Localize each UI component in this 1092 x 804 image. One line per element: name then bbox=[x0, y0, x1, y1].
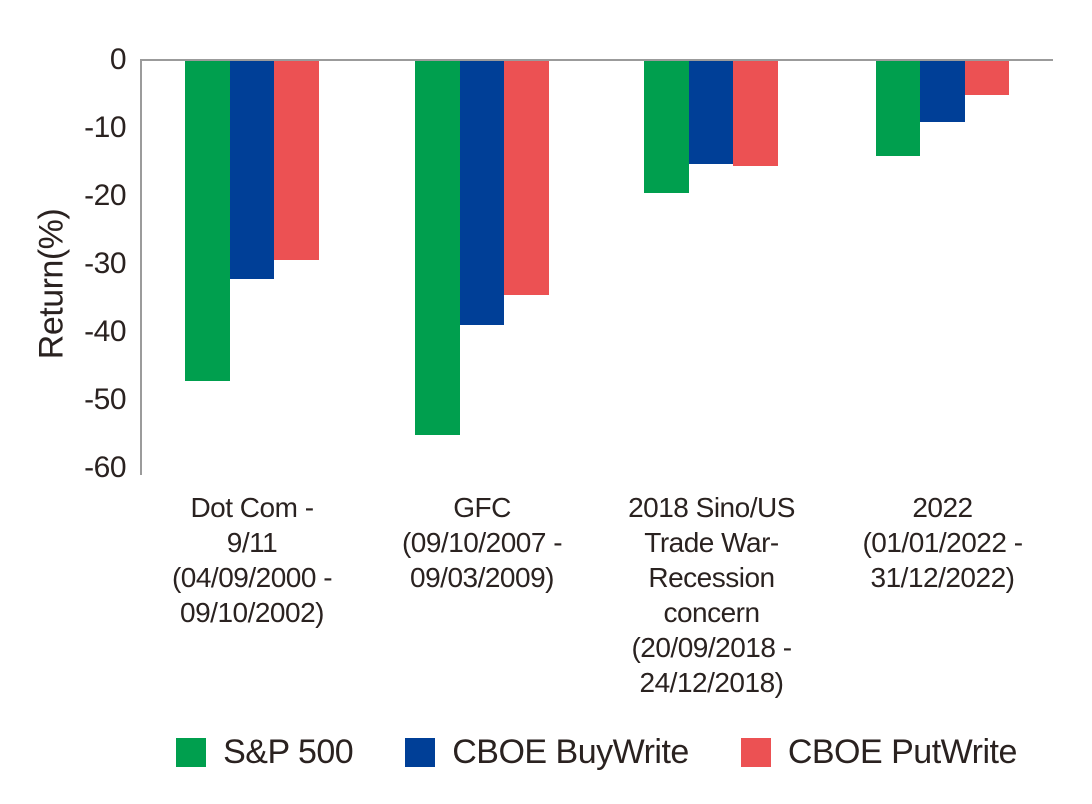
bar-cboe-buywrite-group4 bbox=[920, 61, 965, 122]
legend-label-s-p-500: S&P 500 bbox=[223, 733, 354, 771]
legend: S&P 500 CBOE BuyWrite CBOE PutWrite bbox=[140, 733, 1053, 772]
legend-item-cboe-buywrite: CBOE BuyWrite bbox=[405, 733, 689, 772]
bar-s-p-500-group2 bbox=[415, 61, 460, 435]
bar-cboe-putwrite-group2 bbox=[504, 61, 549, 295]
legend-swatch-s-p-500 bbox=[176, 738, 207, 767]
legend-item-s-p-500: S&P 500 bbox=[176, 733, 354, 772]
legend-item-cboe-putwrite: CBOE PutWrite bbox=[740, 733, 1018, 772]
y-tick-label-minus40: -40 bbox=[84, 314, 126, 348]
y-axis-line bbox=[140, 59, 142, 475]
zero-baseline bbox=[140, 59, 1053, 61]
bar-cboe-putwrite-group1 bbox=[274, 61, 319, 261]
legend-swatch-cboe-buywrite bbox=[405, 738, 436, 767]
legend-swatch-cboe-putwrite bbox=[740, 738, 771, 767]
bar-cboe-putwrite-group4 bbox=[964, 61, 1010, 95]
y-tick-label-minus10: -10 bbox=[84, 110, 126, 144]
legend-label-cboe-buywrite: CBOE BuyWrite bbox=[452, 733, 689, 771]
legend-label-cboe-putwrite: CBOE PutWrite bbox=[787, 733, 1018, 771]
y-tick-label-minus50: -50 bbox=[84, 382, 126, 416]
x-category-label-3: 2018 Sino/US Trade War- Recession concer… bbox=[628, 492, 795, 698]
bar-s-p-500-group1 bbox=[185, 61, 230, 381]
y-tick-label-minus20: -20 bbox=[84, 178, 126, 212]
x-category-label-2: GFC (09/10/2007 - 09/03/2009) bbox=[401, 492, 563, 593]
bar-cboe-buywrite-group1 bbox=[229, 61, 275, 279]
bar-cboe-buywrite-group2 bbox=[459, 61, 505, 325]
y-tick-label-0: 0 bbox=[109, 42, 127, 76]
x-category-label-1: Dot Com - 9/11 (04/09/2000 - 09/10/2002) bbox=[171, 492, 333, 628]
bar-s-p-500-group3 bbox=[644, 61, 689, 193]
x-category-label-4: 2022 (01/01/2022 - 31/12/2022) bbox=[862, 492, 1023, 593]
bar-cboe-putwrite-group3 bbox=[733, 61, 778, 166]
y-tick-label-minus30: -30 bbox=[84, 246, 126, 280]
bar-cboe-buywrite-group3 bbox=[688, 61, 734, 164]
y-tick-label-minus60: -60 bbox=[84, 450, 126, 484]
bar-s-p-500-group4 bbox=[875, 61, 921, 156]
